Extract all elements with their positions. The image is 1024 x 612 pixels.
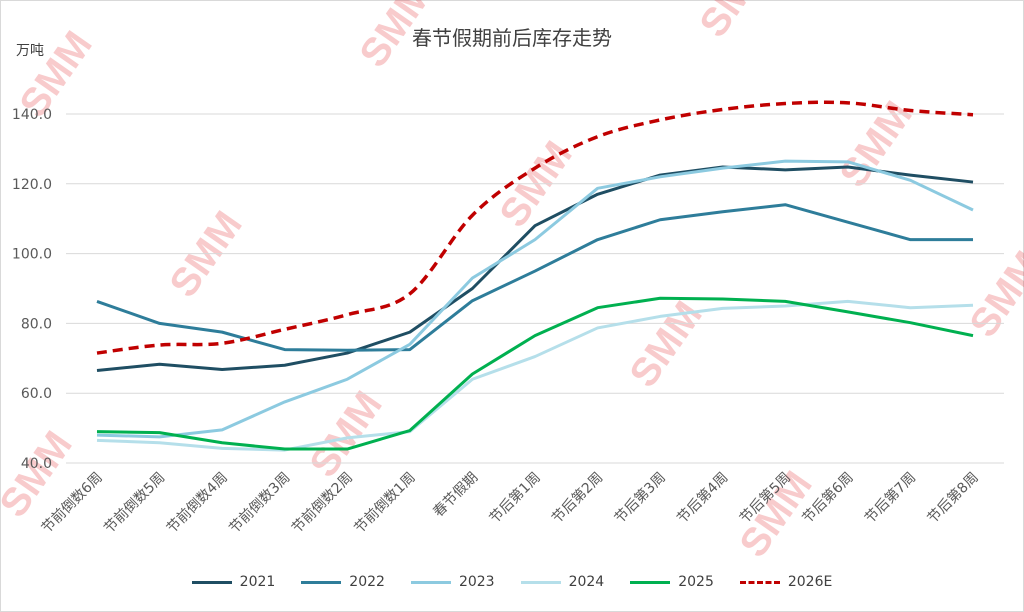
x-tick-label: 节前倒数5周: [101, 469, 169, 537]
svg-text:SMM: SMM: [621, 293, 711, 395]
legend-label: 2026E: [787, 574, 833, 590]
watermark-logo: SMM: [961, 243, 1024, 345]
x-tick-label: 节前倒数3周: [226, 469, 294, 537]
x-tick-label: 节后第2周: [548, 469, 606, 527]
legend-label: 2024: [568, 574, 605, 590]
watermark-logo: SMM: [691, 0, 781, 45]
watermark-logo: SMM: [351, 0, 441, 75]
chart-title: 春节假期前后库存走势: [412, 26, 612, 50]
y-tick-label: 40.0: [21, 456, 52, 472]
x-tick-label: 节后第7周: [861, 469, 919, 527]
legend-label: 2022: [349, 574, 385, 590]
y-tick-label: 120.0: [12, 177, 52, 193]
x-tick-label: 节后第1周: [486, 469, 544, 527]
legend-swatch: [739, 580, 780, 584]
legend-item-2022: 2022: [301, 574, 385, 590]
legend-item-2021: 2021: [191, 574, 276, 590]
legend-item-2023: 2023: [410, 574, 495, 590]
x-tick-label: 春节假期: [430, 470, 481, 521]
svg-text:SMM: SMM: [691, 0, 781, 45]
svg-text:SMM: SMM: [961, 243, 1024, 345]
legend-label: 2023: [458, 574, 495, 590]
x-tick-label: 节前倒数1周: [351, 469, 419, 537]
legend-label: 2021: [239, 574, 276, 590]
watermark-logo: SMM: [161, 203, 251, 305]
y-tick-label: 60.0: [21, 386, 52, 402]
legend-item-2024: 2024: [520, 574, 605, 590]
legend-swatch: [520, 580, 561, 584]
watermark-logo: SMM: [621, 293, 711, 395]
legend-swatch: [191, 580, 232, 584]
y-tick-label: 140.0: [12, 107, 52, 123]
legend-item-2025: 2025: [630, 574, 714, 590]
x-tick-label: 节前倒数2周: [288, 469, 356, 537]
y-tick-label: 80.0: [21, 316, 52, 332]
y-tick-label: 100.0: [12, 247, 52, 263]
svg-text:SMM: SMM: [161, 203, 251, 305]
series-line-2026E: [96, 100, 974, 355]
legend: 2021 2022 2023 2024 2025 2026E: [0, 574, 1024, 590]
x-tick-label: 节前倒数4周: [163, 469, 231, 537]
x-tick-label: 节后第3周: [611, 469, 669, 527]
svg-text:SMM: SMM: [351, 0, 441, 75]
legend-swatch: [630, 580, 671, 584]
y-axis-unit: 万吨: [16, 43, 44, 59]
legend-label: 2025: [678, 574, 714, 590]
legend-swatch: [410, 580, 451, 584]
x-tick-label: 节后第8周: [924, 469, 982, 527]
legend-swatch: [301, 580, 342, 584]
x-tick-label: 节后第4周: [674, 469, 732, 527]
legend-item-2026E: 2026E: [739, 574, 833, 590]
